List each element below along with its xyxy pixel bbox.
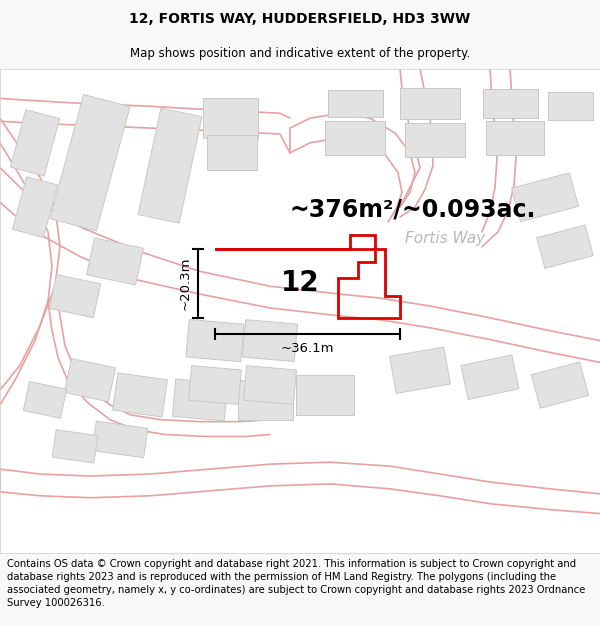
Polygon shape bbox=[92, 421, 148, 457]
Polygon shape bbox=[389, 347, 451, 394]
Polygon shape bbox=[405, 122, 465, 158]
Text: Contains OS data © Crown copyright and database right 2021. This information is : Contains OS data © Crown copyright and d… bbox=[7, 559, 586, 609]
Polygon shape bbox=[13, 177, 58, 238]
Polygon shape bbox=[186, 319, 244, 362]
Polygon shape bbox=[203, 98, 257, 138]
Polygon shape bbox=[207, 136, 257, 170]
Polygon shape bbox=[10, 110, 59, 176]
Polygon shape bbox=[64, 359, 116, 402]
Polygon shape bbox=[511, 173, 578, 222]
Polygon shape bbox=[400, 88, 460, 119]
Polygon shape bbox=[23, 381, 67, 418]
Text: Fortis Way: Fortis Way bbox=[405, 231, 485, 246]
Polygon shape bbox=[548, 92, 593, 120]
Polygon shape bbox=[537, 225, 593, 268]
Text: 12, FORTIS WAY, HUDDERSFIELD, HD3 3WW: 12, FORTIS WAY, HUDDERSFIELD, HD3 3WW bbox=[130, 12, 470, 26]
Polygon shape bbox=[461, 355, 519, 399]
Polygon shape bbox=[325, 121, 385, 155]
Text: ~36.1m: ~36.1m bbox=[281, 342, 334, 354]
Polygon shape bbox=[486, 121, 544, 155]
Polygon shape bbox=[532, 362, 589, 408]
Text: 12: 12 bbox=[281, 269, 319, 298]
Polygon shape bbox=[49, 274, 101, 318]
Polygon shape bbox=[172, 379, 227, 421]
Polygon shape bbox=[328, 89, 383, 118]
Polygon shape bbox=[188, 366, 241, 404]
Text: Map shows position and indicative extent of the property.: Map shows position and indicative extent… bbox=[130, 47, 470, 60]
Text: ~376m²/~0.093ac.: ~376m²/~0.093ac. bbox=[290, 198, 536, 222]
Polygon shape bbox=[242, 319, 298, 361]
Polygon shape bbox=[138, 108, 202, 223]
Polygon shape bbox=[52, 430, 98, 463]
Polygon shape bbox=[113, 373, 167, 417]
Polygon shape bbox=[50, 94, 130, 231]
Polygon shape bbox=[244, 366, 296, 404]
Text: ~20.3m: ~20.3m bbox=[179, 256, 192, 310]
Polygon shape bbox=[86, 238, 143, 285]
Polygon shape bbox=[296, 375, 354, 415]
Polygon shape bbox=[238, 380, 293, 419]
Polygon shape bbox=[482, 89, 538, 118]
